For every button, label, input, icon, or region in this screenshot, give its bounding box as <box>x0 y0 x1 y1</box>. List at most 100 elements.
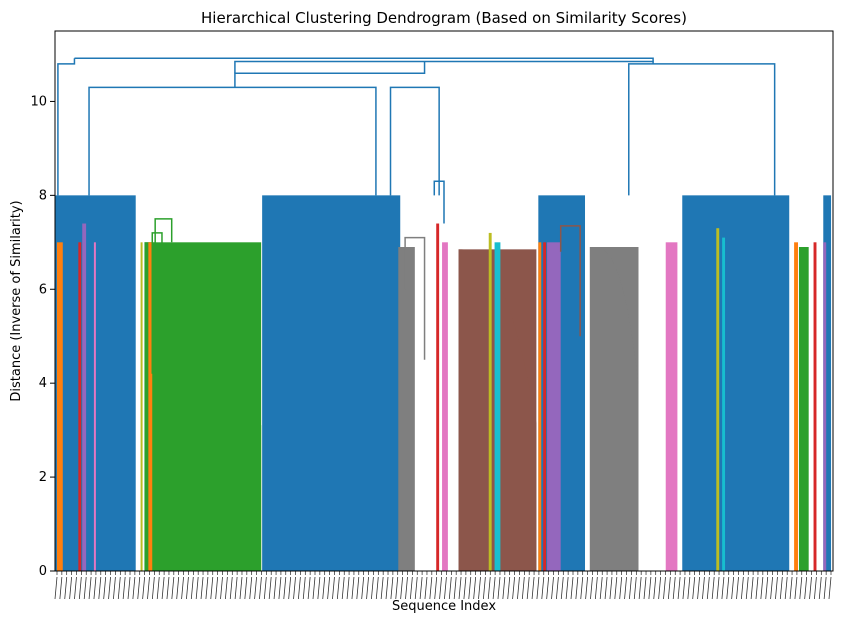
thin-cluster-12 <box>547 242 561 571</box>
x-axis-label: Sequence Index <box>392 599 496 614</box>
x-tick-label-156 <box>813 576 817 600</box>
plot-frame <box>54 30 834 572</box>
plot-marks <box>55 57 832 572</box>
x-tick-label-144 <box>755 576 759 600</box>
y-tick-label-2: 4 <box>39 376 47 391</box>
x-tick-label-75 <box>419 576 423 600</box>
x-tick-label-53 <box>312 576 316 600</box>
link-mid-b <box>433 180 445 224</box>
x-tick-label-83 <box>458 576 462 600</box>
x-tick-label-45 <box>273 576 277 600</box>
x-tick-label-39 <box>244 576 248 600</box>
x-tick-label-115 <box>614 576 618 600</box>
x-tick-label-8 <box>93 576 97 600</box>
y-tick-label-0: 0 <box>39 564 47 579</box>
x-tick-label-57 <box>332 576 335 600</box>
x-tick-label-141 <box>740 576 744 600</box>
x-tick-label-24 <box>171 576 175 600</box>
x-tick-label-47 <box>283 576 287 600</box>
x-tick-label-63 <box>361 576 365 600</box>
x-tick-label-86 <box>473 576 477 600</box>
x-tick-label-123 <box>653 576 657 600</box>
x-tick-label-34 <box>220 576 223 600</box>
x-tick-label-127 <box>672 576 676 600</box>
x-tick-label-71 <box>400 576 404 600</box>
thin-cluster-13 <box>665 242 678 571</box>
x-tick-label-82 <box>453 576 457 600</box>
x-tick-label-19 <box>147 576 150 600</box>
x-tick-label-50 <box>297 576 301 600</box>
y-axis: 0 2 4 6 8 10 <box>30 94 55 579</box>
x-tick-label-26 <box>181 576 184 600</box>
x-tick-label-120 <box>638 576 642 600</box>
x-tick-label-147 <box>770 576 773 600</box>
x-tick-label-95 <box>517 576 520 600</box>
x-tick-label-37 <box>234 576 238 600</box>
x-tick-label-153 <box>799 576 803 600</box>
cluster-block-4 <box>823 195 832 571</box>
thin-cluster-18 <box>813 242 817 571</box>
link-left-center <box>88 86 377 196</box>
x-tick-label-76 <box>424 576 428 600</box>
thin-cluster-17 <box>798 247 809 571</box>
x-tick-label-67 <box>380 576 384 600</box>
x-tick-label-131 <box>692 576 696 600</box>
x-tick-label-84 <box>463 576 467 600</box>
x-tick-label-17 <box>137 576 141 600</box>
thin-cluster-7 <box>442 242 448 571</box>
x-tick-label-41 <box>254 576 257 600</box>
x-tick-label-152 <box>794 576 798 600</box>
x-tick-label-56 <box>327 576 331 600</box>
x-tick-label-22 <box>161 576 165 600</box>
x-tick-label-100 <box>541 576 545 600</box>
x-tick-label-97 <box>526 576 530 600</box>
x-tick-label-5 <box>78 576 82 600</box>
thin-cluster-4 <box>140 242 143 571</box>
thin-cluster-0 <box>56 242 63 571</box>
cluster-block-1 <box>262 195 401 571</box>
x-tick-label-4 <box>74 576 77 600</box>
x-tick-label-126 <box>667 576 671 600</box>
thin-cluster-19 <box>823 242 827 571</box>
x-tick-label-15 <box>127 576 131 600</box>
x-tick-label-145 <box>760 576 764 600</box>
x-tick-label-64 <box>366 576 369 600</box>
x-tick-label-151 <box>789 576 793 600</box>
x-tick-label-42 <box>259 576 262 600</box>
x-tick-label-118 <box>629 576 632 600</box>
x-tick-label-43 <box>263 576 267 600</box>
x-tick-label-116 <box>619 576 623 600</box>
thin-cluster-3 <box>93 242 96 571</box>
x-tick-label-158 <box>823 576 827 600</box>
x-tick-label-138 <box>726 576 730 600</box>
link-brown-a <box>559 225 581 337</box>
x-tick-label-103 <box>555 576 559 600</box>
x-tick-label-69 <box>390 576 394 600</box>
x-tick-label-93 <box>507 576 511 600</box>
x-tick-label-90 <box>492 576 496 600</box>
x-tick-label-0 <box>54 576 58 600</box>
x-tick-label-35 <box>224 576 228 600</box>
x-tick-label-40 <box>249 576 253 600</box>
x-tick-label-79 <box>439 576 442 600</box>
x-tick-label-60 <box>346 576 350 600</box>
x-tick-label-159 <box>828 576 832 600</box>
cluster-block-3 <box>682 195 790 571</box>
x-tick-label-80 <box>444 576 447 600</box>
link-upper-mid <box>234 60 654 74</box>
x-tick-label-111 <box>594 576 598 600</box>
x-tick-label-157 <box>818 576 822 600</box>
x-tick-label-137 <box>721 576 725 600</box>
y-tick-label-5: 10 <box>30 94 47 109</box>
x-tick-label-28 <box>190 576 194 600</box>
thin-cluster-14 <box>716 228 720 571</box>
green-cluster-shape <box>144 242 262 571</box>
x-tick-label-10 <box>103 576 107 600</box>
x-tick-label-85 <box>468 576 472 600</box>
x-tick-label-101 <box>546 576 550 600</box>
x-tick-label-1 <box>59 576 63 600</box>
x-tick-label-73 <box>409 576 413 600</box>
x-tick-label-7 <box>88 576 92 600</box>
link-green-b <box>151 232 163 374</box>
